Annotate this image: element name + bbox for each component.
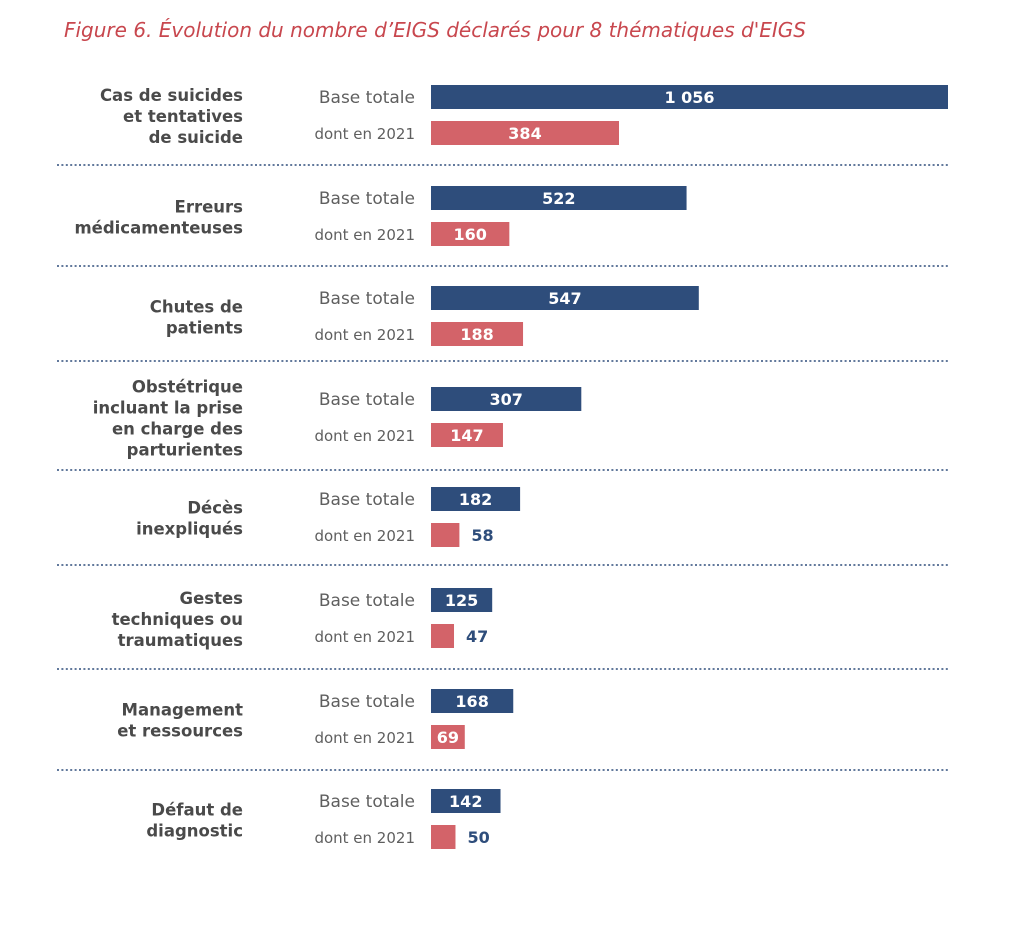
category-label: Décès inexpliqués bbox=[136, 499, 243, 539]
data-label: 47 bbox=[466, 627, 488, 646]
series-label-base-totale: Base totale bbox=[319, 490, 415, 510]
series-label-dont-2021: dont en 2021 bbox=[314, 226, 415, 244]
series-label-base-totale: Base totale bbox=[319, 189, 415, 209]
data-label: 384 bbox=[508, 124, 541, 143]
data-label: 50 bbox=[467, 828, 489, 847]
category-label-line: diagnostic bbox=[146, 822, 243, 841]
category-label-line: techniques ou bbox=[112, 610, 243, 629]
series-label-dont-2021: dont en 2021 bbox=[314, 829, 415, 847]
data-label: 188 bbox=[460, 325, 493, 344]
figure-title: Figure 6. Évolution du nombre d’EIGS déc… bbox=[64, 18, 806, 42]
bar-base-totale bbox=[431, 286, 699, 310]
series-label-base-totale: Base totale bbox=[319, 792, 415, 812]
category-label-line: et tentatives bbox=[123, 107, 243, 126]
series-label-dont-2021: dont en 2021 bbox=[314, 326, 415, 344]
bar-base-totale bbox=[431, 85, 948, 109]
category-label-line: incluant la prise bbox=[93, 399, 243, 418]
category-label: Erreurs médicamenteuses bbox=[74, 198, 243, 238]
series-label-dont-2021: dont en 2021 bbox=[314, 628, 415, 646]
data-label: 125 bbox=[445, 591, 478, 610]
data-label: 160 bbox=[453, 225, 486, 244]
category-label: Cas de suicides et tentatives de suicide bbox=[100, 86, 243, 147]
data-label: 168 bbox=[455, 692, 488, 711]
bar-base-totale bbox=[431, 487, 521, 511]
bar-dont-2021 bbox=[431, 322, 524, 346]
bar-dont-2021 bbox=[431, 523, 460, 547]
bar-base-totale bbox=[431, 588, 493, 612]
category-label-line: Cas de suicides bbox=[100, 86, 243, 105]
bar-dont-2021 bbox=[431, 624, 455, 648]
bar-dont-2021 bbox=[431, 825, 456, 849]
series-label-dont-2021: dont en 2021 bbox=[314, 125, 415, 143]
category-label: Chutes de patients bbox=[150, 298, 243, 338]
bar-dont-2021 bbox=[431, 222, 510, 246]
data-label: 147 bbox=[450, 426, 483, 445]
data-label: 307 bbox=[489, 390, 522, 409]
category-label-line: en charge des bbox=[112, 420, 243, 439]
bar-base-totale bbox=[431, 689, 514, 713]
category-label-line: traumatiques bbox=[118, 631, 244, 650]
bar-base-totale bbox=[431, 789, 501, 813]
series-label-base-totale: Base totale bbox=[319, 88, 415, 108]
category-label-line: Chutes de bbox=[150, 298, 243, 317]
data-label: 522 bbox=[542, 189, 575, 208]
category-label-line: Décès bbox=[187, 499, 243, 518]
bar-base-totale bbox=[431, 186, 687, 210]
series-label-base-totale: Base totale bbox=[319, 692, 415, 712]
series-label-dont-2021: dont en 2021 bbox=[314, 527, 415, 545]
category-label-line: médicamenteuses bbox=[74, 219, 243, 238]
series-label-base-totale: Base totale bbox=[319, 591, 415, 611]
series-label-dont-2021: dont en 2021 bbox=[314, 427, 415, 445]
category-label-line: Gestes bbox=[180, 589, 244, 608]
data-label: 1 056 bbox=[664, 88, 714, 107]
bar-dont-2021 bbox=[431, 121, 619, 145]
category-label-line: Erreurs bbox=[175, 198, 244, 217]
category-label-line: patients bbox=[166, 319, 243, 338]
category-label: Défaut de diagnostic bbox=[146, 801, 243, 841]
category-label: Gestes techniques ou traumatiques bbox=[112, 589, 244, 650]
bar-dont-2021 bbox=[431, 423, 503, 447]
data-label: 182 bbox=[459, 490, 492, 509]
category-label-line: Obstétrique bbox=[132, 378, 243, 397]
series-label-dont-2021: dont en 2021 bbox=[314, 729, 415, 747]
category-label: Management et ressources bbox=[117, 701, 243, 741]
category-label-line: et ressources bbox=[117, 722, 243, 741]
category-label: Obstétrique incluant la prise en charge de… bbox=[93, 378, 243, 460]
series-label-base-totale: Base totale bbox=[319, 390, 415, 410]
data-label: 142 bbox=[449, 792, 482, 811]
category-label-line: inexpliqués bbox=[136, 520, 243, 539]
series-label-base-totale: Base totale bbox=[319, 289, 415, 309]
category-label-line: parturientes bbox=[127, 441, 244, 460]
data-label: 547 bbox=[548, 289, 581, 308]
data-label: 58 bbox=[471, 526, 493, 545]
category-label-line: de suicide bbox=[149, 128, 243, 147]
bar-dont-2021 bbox=[431, 725, 465, 749]
data-label: 69 bbox=[437, 728, 459, 747]
category-label-line: Management bbox=[122, 701, 244, 720]
bar-base-totale bbox=[431, 387, 582, 411]
category-label-line: Défaut de bbox=[151, 801, 243, 820]
